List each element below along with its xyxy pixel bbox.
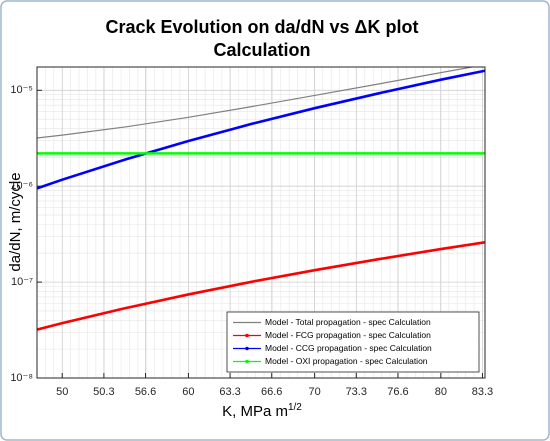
y-tick-label: 10⁻⁷	[11, 276, 33, 288]
x-tick-label: 50	[56, 386, 68, 398]
x-tick-label: 63.3	[219, 386, 240, 398]
y-tick-label: 10⁻⁶	[10, 180, 33, 192]
series-line	[37, 241, 485, 331]
y-tick-label: 10⁻⁵	[10, 84, 33, 96]
legend-label: Model - OXI propagation - spec Calculati…	[265, 356, 428, 366]
series-group	[37, 67, 485, 331]
x-tick-label: 60	[182, 386, 194, 398]
legend-label: Model - FCG propagation - spec Calculati…	[265, 330, 431, 340]
x-tick-label: 56.6	[135, 386, 156, 398]
x-axis-label: K, MPa m1/2	[222, 402, 302, 420]
x-tick-label: 70	[309, 386, 321, 398]
x-tick-label: 76.6	[387, 386, 408, 398]
x-tick-label: 73.3	[346, 386, 367, 398]
chart-title: Calculation	[213, 40, 310, 60]
series-line	[37, 67, 476, 139]
legend-label: Model - Total propagation - spec Calcula…	[265, 317, 431, 327]
x-tick-label: 80	[435, 386, 447, 398]
plot-border	[36, 66, 486, 379]
y-axis-label: da/dN, m/cycle	[7, 172, 24, 271]
x-tick-label: 66.6	[261, 386, 282, 398]
x-tick-label: 83.3	[472, 386, 493, 398]
y-tick-label: 10⁻⁸	[10, 372, 33, 384]
x-axis-label-text: K, MPa m	[222, 403, 288, 420]
legend-marker	[245, 346, 249, 351]
legend-box	[226, 311, 480, 373]
legend-marker	[245, 359, 249, 364]
legend-marker	[245, 333, 249, 338]
series-line	[37, 69, 485, 190]
chart-title: Crack Evolution on da/dN vs ΔK plot	[106, 17, 419, 37]
legend-label: Model - CCG propagation - spec Calculati…	[265, 343, 432, 353]
x-tick-label: 50.3	[93, 386, 114, 398]
x-axis-label-superscript: 1/2	[288, 402, 302, 413]
